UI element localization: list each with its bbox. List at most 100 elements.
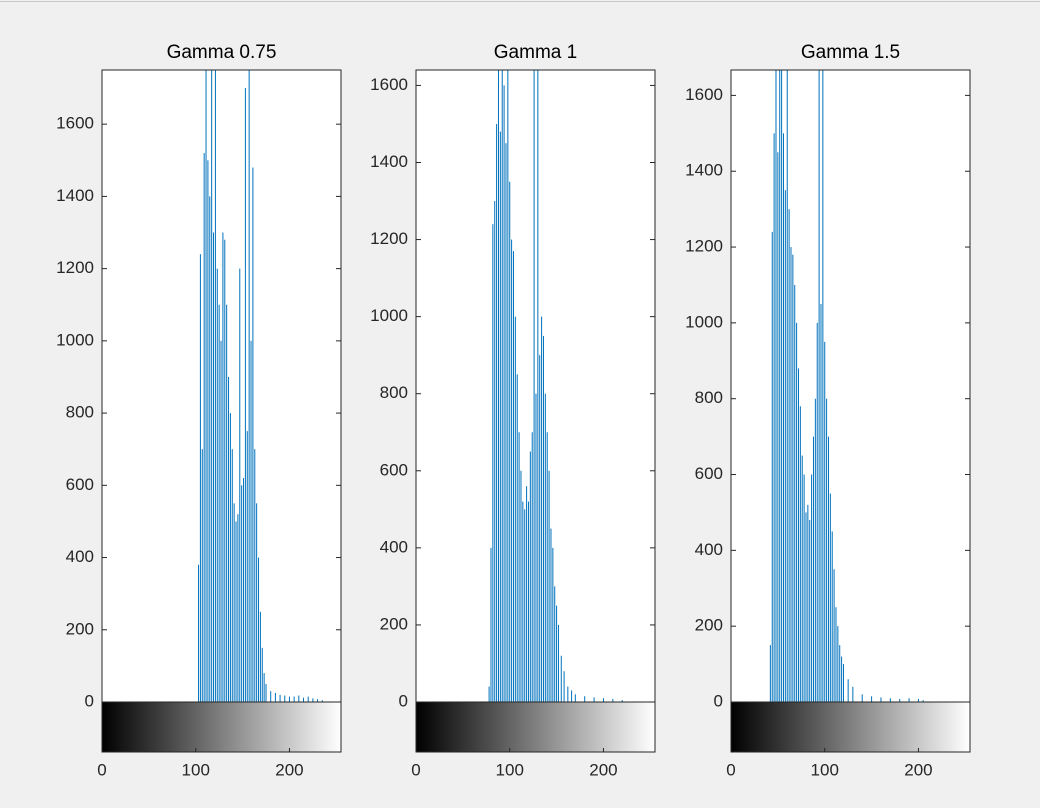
bar [243, 478, 245, 702]
chart-title: Gamma 1 [494, 42, 577, 63]
bar [261, 647, 263, 702]
bar [524, 509, 526, 702]
y-tick-label: 1200 [56, 258, 94, 277]
bar [507, 70, 509, 702]
y-tick-label: 1600 [370, 75, 408, 94]
bar [511, 239, 513, 702]
bar [488, 686, 490, 702]
bar [201, 449, 203, 702]
bar [584, 696, 586, 702]
bar [288, 696, 290, 702]
bar [889, 698, 891, 702]
bar [265, 683, 267, 702]
bar [216, 268, 218, 702]
y-tick-label: 1000 [370, 306, 408, 325]
bar [274, 692, 276, 702]
bar [557, 624, 559, 702]
y-tick-label: 800 [380, 383, 408, 402]
bar [218, 304, 220, 702]
bar [248, 70, 250, 702]
y-tick-label: 1000 [685, 312, 723, 331]
bar [207, 160, 209, 702]
bar [535, 393, 537, 702]
x-tick-label: 200 [904, 760, 932, 779]
bar [279, 694, 281, 702]
y-tick-label: 1200 [685, 237, 723, 256]
x-tick-label: 100 [496, 760, 524, 779]
bar [556, 605, 558, 702]
bar [820, 303, 822, 702]
bar [254, 449, 256, 702]
bar [571, 690, 573, 702]
bar [503, 85, 505, 702]
bar [199, 254, 201, 702]
bar [814, 398, 816, 702]
y-tick-label: 400 [695, 540, 723, 559]
bar [792, 254, 794, 702]
bar [220, 340, 222, 702]
bar [612, 698, 614, 702]
bar [256, 503, 258, 702]
bar [307, 696, 309, 702]
y-tick-label: 1600 [56, 114, 94, 133]
y-tick-label: 1000 [56, 330, 94, 349]
bar [213, 232, 215, 702]
bar [203, 153, 205, 702]
bar [499, 131, 501, 702]
bar [779, 70, 781, 702]
bar [574, 694, 576, 702]
y-tick-label: 200 [66, 619, 94, 638]
bar [560, 655, 562, 702]
bar [298, 695, 300, 702]
bar [522, 501, 524, 702]
bar [799, 406, 801, 702]
bar [827, 436, 829, 702]
bar [512, 251, 514, 702]
bar [501, 70, 503, 702]
bar [312, 698, 314, 702]
bar [317, 699, 319, 702]
bar [214, 70, 216, 702]
bar [526, 486, 528, 702]
bar [809, 520, 811, 702]
bar [198, 564, 200, 702]
x-tick-label: 0 [726, 760, 735, 779]
bar [303, 697, 305, 702]
bar [816, 322, 818, 702]
bar [797, 368, 799, 702]
bar [228, 376, 230, 702]
bar [490, 547, 492, 702]
bar [505, 143, 507, 702]
axes: 0 200 400 600 800 1000 1200 1400 1600 0 100 200 Gamm… [56, 42, 342, 779]
bar [541, 316, 543, 702]
chart-title: Gamma 1.5 [801, 42, 900, 63]
bar [880, 697, 882, 702]
bar [837, 626, 839, 702]
bar [209, 196, 211, 702]
bar [818, 70, 820, 702]
bar [871, 696, 873, 702]
bar [550, 528, 552, 702]
bar [908, 698, 910, 702]
bar [822, 70, 824, 702]
bar [542, 335, 544, 702]
bar [796, 322, 798, 702]
bar [233, 503, 235, 702]
y-tick-label: 200 [695, 616, 723, 635]
bar [516, 374, 518, 702]
bar [496, 123, 498, 702]
y-tick-label: 400 [66, 547, 94, 566]
bar [546, 432, 548, 702]
bar [567, 686, 569, 702]
bar [529, 451, 531, 702]
bar [237, 514, 239, 702]
bar [552, 547, 554, 702]
bar [544, 393, 546, 702]
bar [563, 671, 565, 702]
bar [775, 70, 777, 702]
colorbar [415, 701, 656, 753]
bar [781, 70, 783, 702]
x-tick-label: 0 [97, 760, 106, 779]
bar [222, 232, 224, 702]
